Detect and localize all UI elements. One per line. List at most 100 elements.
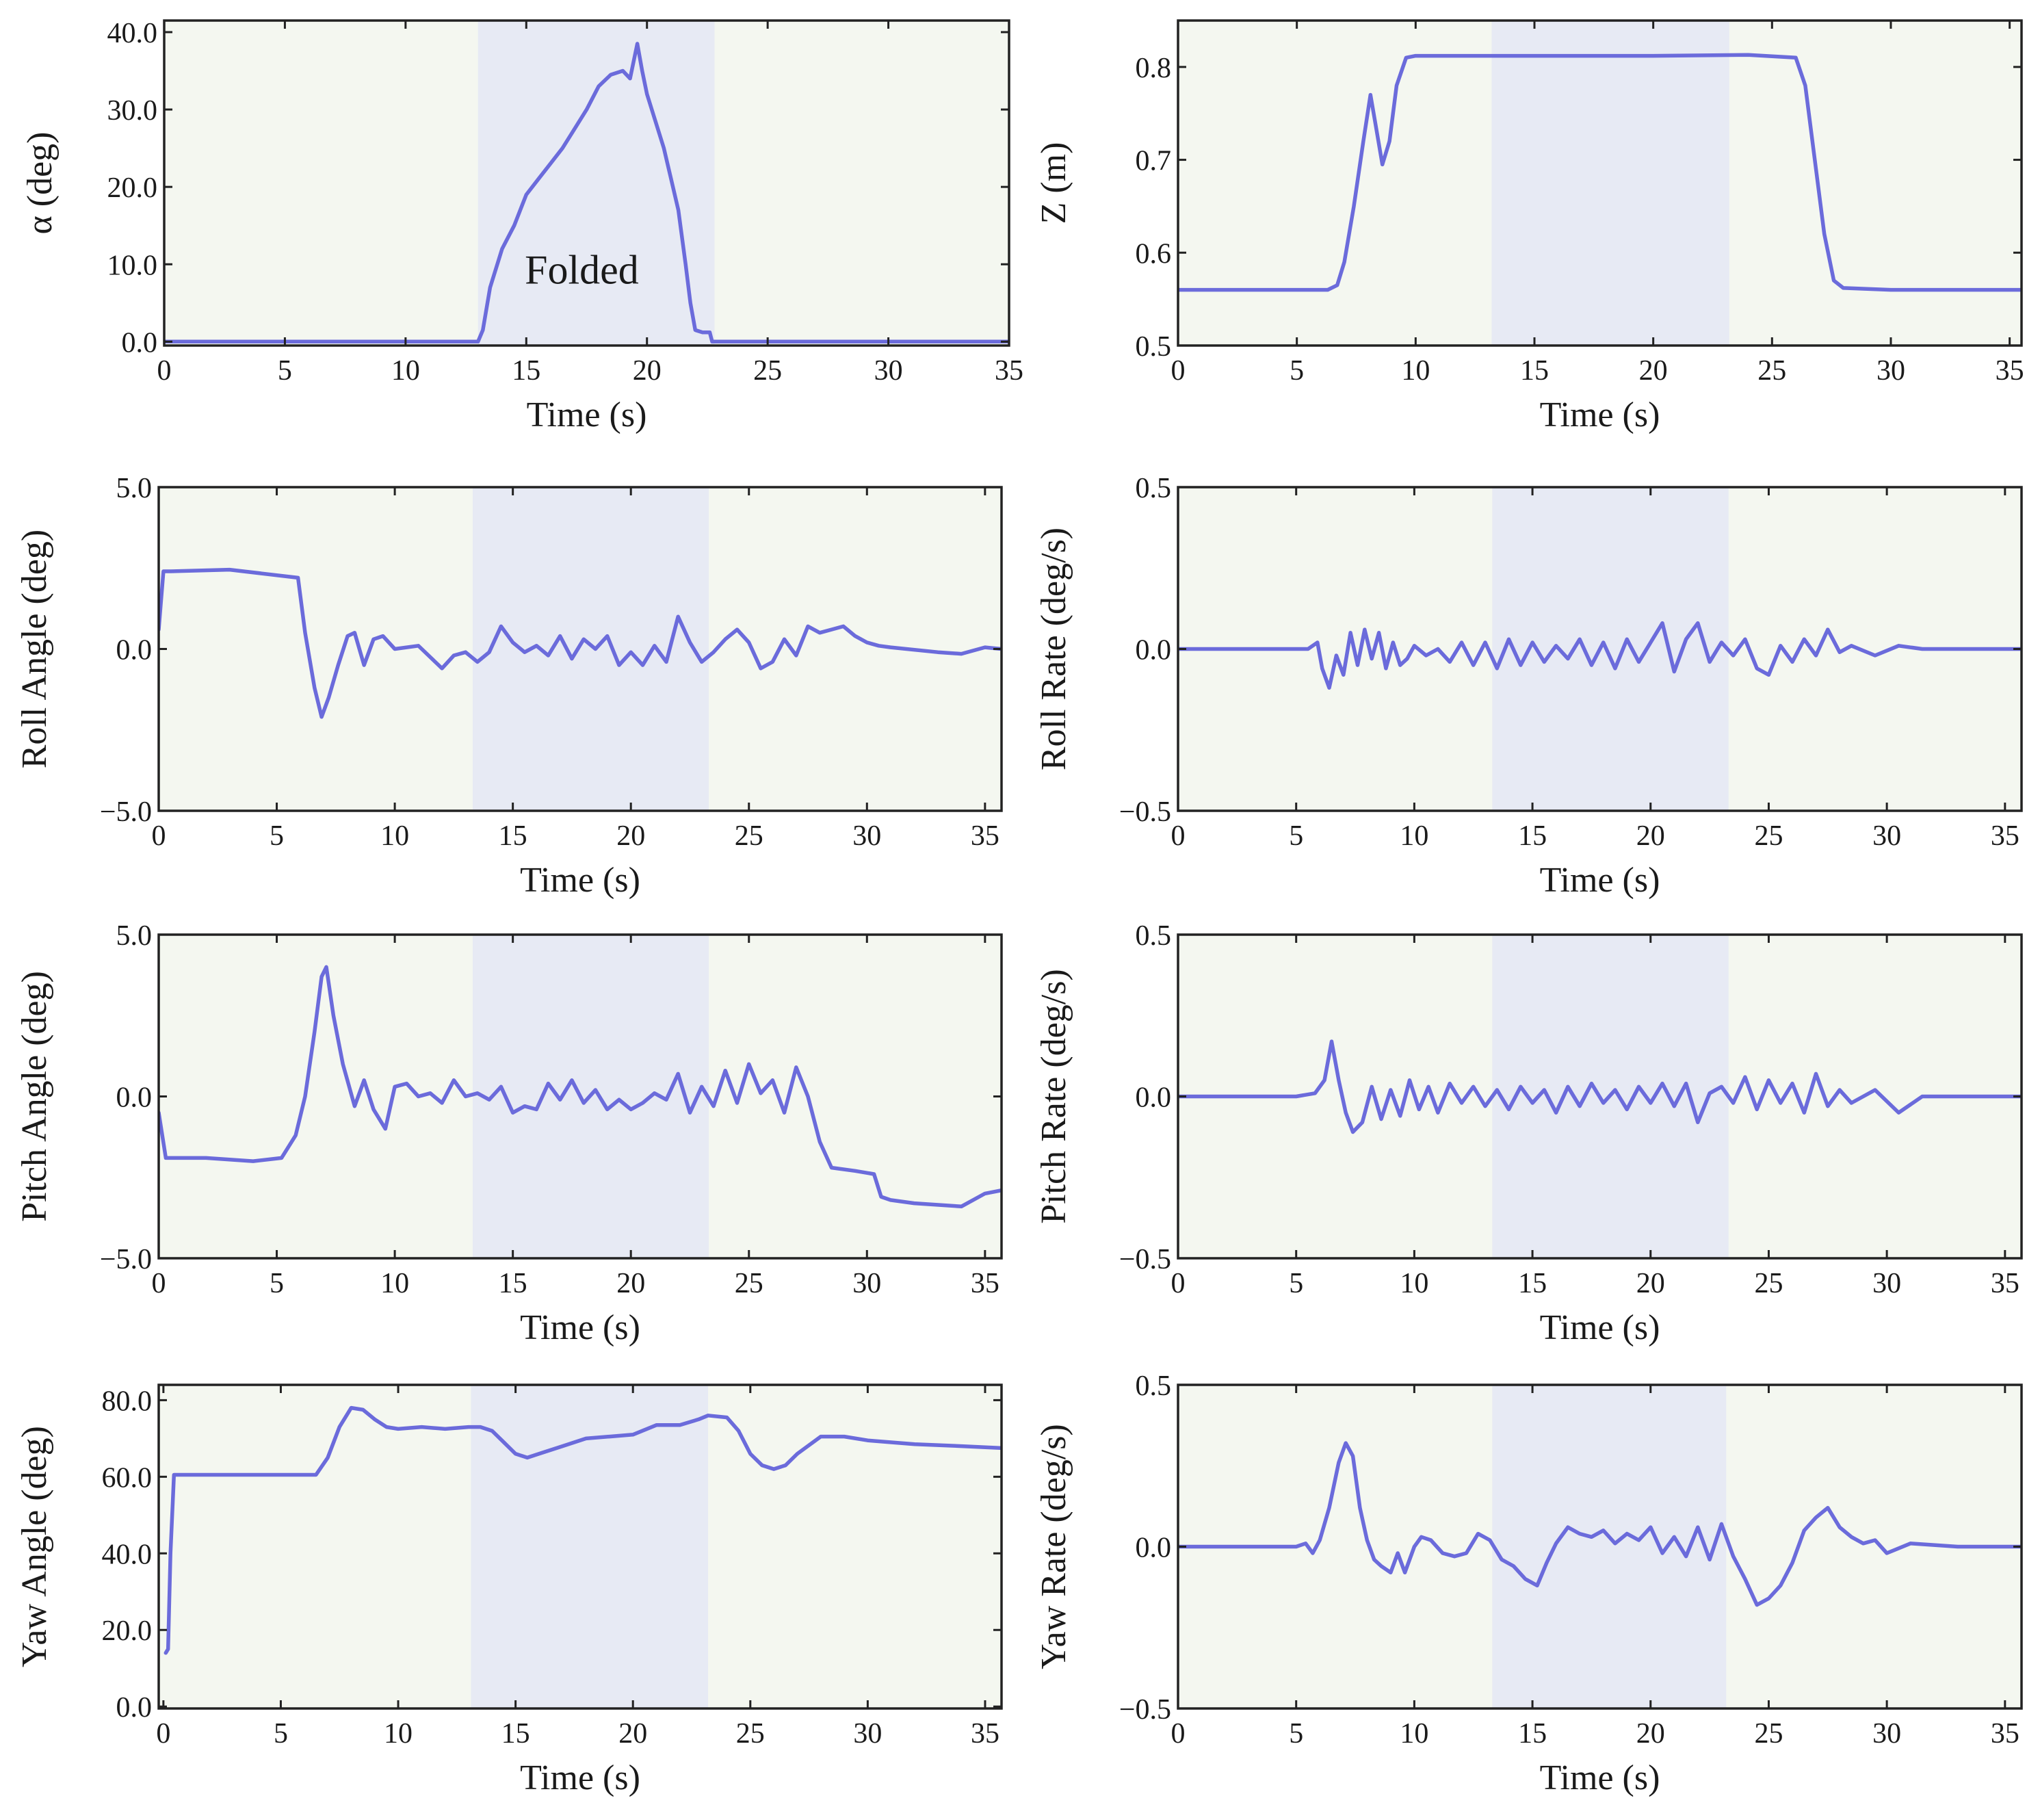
x-tick-label: 20 bbox=[618, 1718, 647, 1750]
series-line-roll-angle bbox=[159, 567, 1002, 719]
y-tick-label: −0.5 bbox=[1119, 1694, 1171, 1726]
x-axis-label: Time (s) bbox=[1540, 1308, 1660, 1347]
panel-roll-angle: 0 5 10 15 20 25 30 35 −5.0 0.0 5.0 Time (s) Roll Ang… bbox=[15, 473, 1003, 900]
x-tick-label: 0 bbox=[1171, 1718, 1186, 1750]
x-tick-label: 0 bbox=[152, 1268, 166, 1299]
x-tick-label: 35 bbox=[1996, 355, 2024, 387]
y-tick-label: 0.5 bbox=[1136, 1370, 1172, 1402]
y-axis-label: α (deg) bbox=[21, 132, 60, 235]
x-tick-label: 15 bbox=[1520, 355, 1549, 387]
shaded-region bbox=[1492, 487, 1729, 811]
x-tick-label: 5 bbox=[1289, 1268, 1303, 1299]
y-tick-label: 0.0 bbox=[122, 327, 158, 359]
y-tick-label: −5.0 bbox=[100, 1244, 152, 1275]
panel-roll-rate: 0 5 10 15 20 25 30 35 −0.5 0.0 0.5 Time (s) Roll Rat… bbox=[1034, 473, 2023, 900]
y-tick-label: 0.0 bbox=[116, 635, 153, 666]
series-line-alpha bbox=[164, 42, 1009, 344]
y-axis-label: Pitch Rate (deg/s) bbox=[1034, 969, 1073, 1224]
panel-yaw-rate: 0 5 10 15 20 25 30 35 −0.5 0.0 0.5 Time (s) Yaw Rate… bbox=[1034, 1370, 2023, 1797]
x-tick-label: 35 bbox=[1991, 1718, 2019, 1750]
x-axis-label: Time (s) bbox=[520, 861, 640, 900]
y-axis-label: Pitch Angle (deg) bbox=[15, 971, 54, 1222]
x-tick-label: 5 bbox=[270, 1268, 284, 1299]
x-tick-label: 35 bbox=[995, 355, 1023, 387]
y-axis-label: Yaw Rate (deg/s) bbox=[1034, 1424, 1073, 1669]
x-tick-label: 30 bbox=[852, 820, 881, 852]
x-tick-label: 5 bbox=[278, 355, 292, 387]
x-tick-label: 20 bbox=[1636, 1718, 1665, 1750]
annotation-folded: Folded bbox=[525, 248, 639, 293]
series-line-z bbox=[1178, 53, 2022, 292]
x-tick-label: 10 bbox=[1400, 820, 1428, 852]
y-tick-label: 0.0 bbox=[1136, 635, 1172, 666]
y-tick-label: 0.8 bbox=[1136, 53, 1172, 84]
x-tick-label: 0 bbox=[1171, 1268, 1186, 1299]
y-tick-label: −5.0 bbox=[100, 796, 152, 828]
x-tick-label: 25 bbox=[735, 1268, 763, 1299]
x-tick-label: 0 bbox=[1171, 355, 1186, 387]
x-tick-label: 30 bbox=[1872, 820, 1901, 852]
x-tick-label: 25 bbox=[1754, 1268, 1783, 1299]
y-tick-label: 20.0 bbox=[102, 1615, 153, 1647]
x-tick-label: 5 bbox=[1290, 355, 1304, 387]
y-axis-label: Roll Rate (deg/s) bbox=[1034, 528, 1073, 770]
panel-yaw-angle: 0 5 10 15 20 25 30 35 0.0 20.0 40.0 60.0 80.0 Time (s… bbox=[15, 1383, 1003, 1797]
panel-alpha: 0 5 10 15 20 25 30 35 0.0 10.0 20.0 30.0 40.0 Time (s… bbox=[21, 18, 1023, 434]
x-tick-label: 35 bbox=[1991, 1268, 2019, 1299]
x-axis-label: Time (s) bbox=[1540, 1758, 1660, 1797]
y-axis-label: Z (m) bbox=[1034, 142, 1073, 224]
y-tick-label: 0.5 bbox=[1136, 331, 1172, 363]
y-tick-label: 80.0 bbox=[102, 1386, 153, 1417]
x-tick-label: 0 bbox=[157, 355, 172, 387]
x-tick-label: 25 bbox=[753, 355, 782, 387]
series-line-yaw-rate bbox=[1178, 1441, 2022, 1607]
x-tick-label: 30 bbox=[1876, 355, 1905, 387]
panel-z: 0 5 10 15 20 25 30 35 0.5 0.6 0.7 0.8 Time (s) Z (m) bbox=[1034, 19, 2024, 434]
x-axis-label: Time (s) bbox=[527, 395, 647, 434]
x-tick-label: 25 bbox=[1754, 820, 1783, 852]
x-tick-label: 25 bbox=[1757, 355, 1786, 387]
x-tick-label: 15 bbox=[1518, 1268, 1547, 1299]
x-tick-label: 15 bbox=[1518, 1718, 1547, 1750]
x-tick-label: 35 bbox=[1991, 820, 2019, 852]
y-tick-label: 0.0 bbox=[1136, 1082, 1172, 1114]
y-tick-label: 0.7 bbox=[1136, 146, 1172, 177]
x-tick-label: 20 bbox=[616, 1268, 645, 1299]
x-tick-label: 10 bbox=[384, 1718, 413, 1750]
x-axis-label: Time (s) bbox=[520, 1758, 640, 1797]
x-tick-label: 20 bbox=[633, 355, 662, 387]
y-tick-label: 20.0 bbox=[107, 172, 158, 204]
x-axis-label: Time (s) bbox=[520, 1308, 640, 1347]
x-tick-label: 10 bbox=[380, 820, 409, 852]
panel-pitch-rate: 0 5 10 15 20 25 30 35 −0.5 0.0 0.5 Time (s) Pitch Ra… bbox=[1034, 920, 2023, 1347]
x-tick-label: 35 bbox=[971, 820, 999, 852]
x-tick-label: 10 bbox=[1400, 1718, 1428, 1750]
x-tick-label: 5 bbox=[1289, 820, 1303, 852]
shaded-region bbox=[1491, 21, 1729, 346]
x-tick-label: 30 bbox=[853, 1718, 882, 1750]
y-axis-label: Roll Angle (deg) bbox=[15, 530, 54, 769]
y-tick-label: 10.0 bbox=[107, 250, 158, 281]
x-axis-label: Time (s) bbox=[1540, 861, 1660, 900]
y-tick-label: 5.0 bbox=[116, 473, 153, 504]
x-tick-label: 20 bbox=[1636, 1268, 1665, 1299]
x-tick-label: 15 bbox=[1518, 820, 1547, 852]
series-line-pitch-angle bbox=[159, 965, 1002, 1209]
shaded-region bbox=[472, 487, 709, 811]
x-tick-label: 30 bbox=[874, 355, 903, 387]
x-tick-label: 30 bbox=[852, 1268, 881, 1299]
y-tick-label: 30.0 bbox=[107, 95, 158, 127]
y-tick-label: 60.0 bbox=[102, 1462, 153, 1494]
x-tick-label: 15 bbox=[499, 820, 527, 852]
plot-frame bbox=[157, 1383, 1003, 1710]
x-tick-label: 20 bbox=[1636, 820, 1665, 852]
shaded-region bbox=[471, 1385, 709, 1708]
x-tick-label: 30 bbox=[1872, 1718, 1901, 1750]
shaded-region bbox=[478, 21, 715, 346]
series-line-roll-rate bbox=[1178, 621, 2022, 690]
x-tick-label: 15 bbox=[501, 1718, 530, 1750]
x-tick-label: 10 bbox=[1400, 1268, 1428, 1299]
plot-frame bbox=[1177, 19, 2023, 347]
